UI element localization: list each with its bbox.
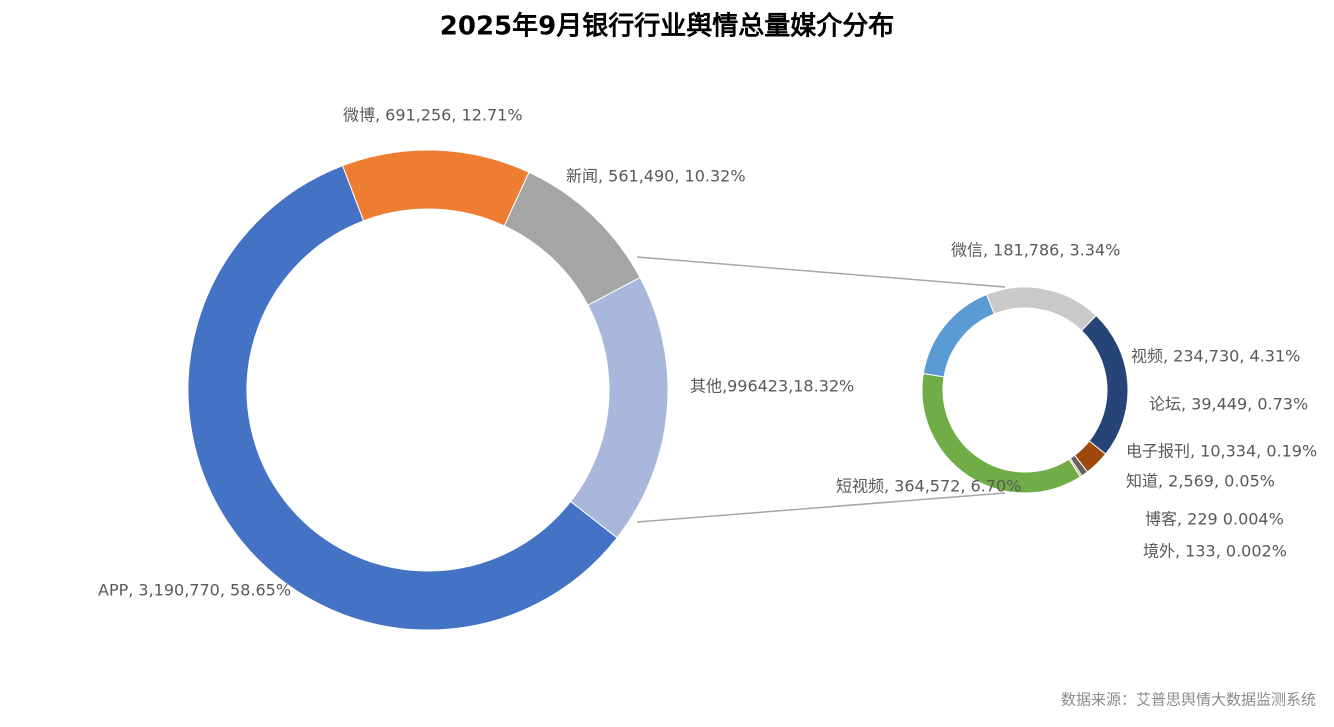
donut-segment xyxy=(341,149,530,227)
data-label: 微博, 691,256, 12.71% xyxy=(343,106,523,125)
donut-segment xyxy=(985,286,1097,332)
donut-segment xyxy=(921,372,1081,494)
source-note: 数据来源：艾普思舆情大数据监测系统 xyxy=(1061,691,1316,709)
data-label: 论坛, 39,449, 0.73% xyxy=(1149,395,1308,414)
chart-title: 2025年9月银行行业舆情总量媒介分布 xyxy=(440,11,894,42)
data-label: 视频, 234,730, 4.31% xyxy=(1131,347,1300,366)
data-label: 微信, 181,786, 3.34% xyxy=(951,241,1120,260)
donut-segment xyxy=(187,165,618,631)
data-label: 境外, 133, 0.002% xyxy=(1143,542,1287,561)
data-label: 其他,996423,18.32% xyxy=(690,377,854,396)
data-label: 知道, 2,569, 0.05% xyxy=(1126,472,1275,491)
data-label: 短视频, 364,572, 6.70% xyxy=(836,477,1021,496)
connector-line xyxy=(636,256,1006,288)
data-label: 新闻, 561,490, 10.32% xyxy=(566,167,746,186)
donut-segment xyxy=(503,171,641,306)
connector-line xyxy=(636,492,1006,523)
data-label: 博客, 229 0.004% xyxy=(1145,510,1284,529)
data-label: APP, 3,190,770, 58.65% xyxy=(98,581,291,600)
donut-segment xyxy=(569,276,669,539)
donut-segment xyxy=(1080,314,1129,455)
donut-segment xyxy=(922,293,995,378)
data-label: 电子报刊, 10,334, 0.19% xyxy=(1126,442,1317,461)
